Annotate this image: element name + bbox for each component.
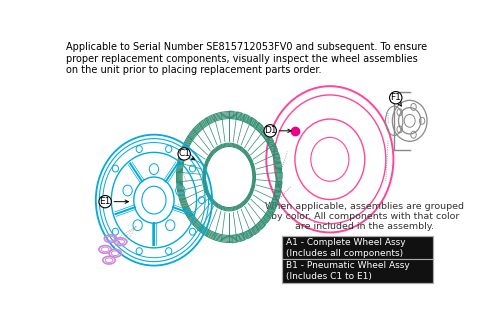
Text: C1: C1 [178, 150, 190, 159]
Circle shape [178, 148, 190, 160]
Circle shape [264, 125, 276, 137]
Text: F1: F1 [390, 93, 401, 102]
Text: E1: E1 [100, 197, 111, 206]
Circle shape [99, 195, 112, 208]
Text: D1: D1 [264, 126, 276, 135]
Text: When applicable, assemblies are grouped
by color. All components with that color: When applicable, assemblies are grouped … [265, 202, 464, 231]
Circle shape [390, 92, 402, 104]
Bar [282, 236, 433, 282]
Bar [282, 236, 433, 259]
Bar [282, 259, 433, 282]
Text: B1 - Pneumatic Wheel Assy
(Includes C1 to E1): B1 - Pneumatic Wheel Assy (Includes C1 t… [286, 261, 410, 281]
Text: A1 - Complete Wheel Assy
(Includes all components): A1 - Complete Wheel Assy (Includes all c… [286, 238, 406, 258]
Text: Applicable to Serial Number SE815712053FV0 and subsequent. To ensure
proper repl: Applicable to Serial Number SE815712053F… [66, 42, 426, 76]
